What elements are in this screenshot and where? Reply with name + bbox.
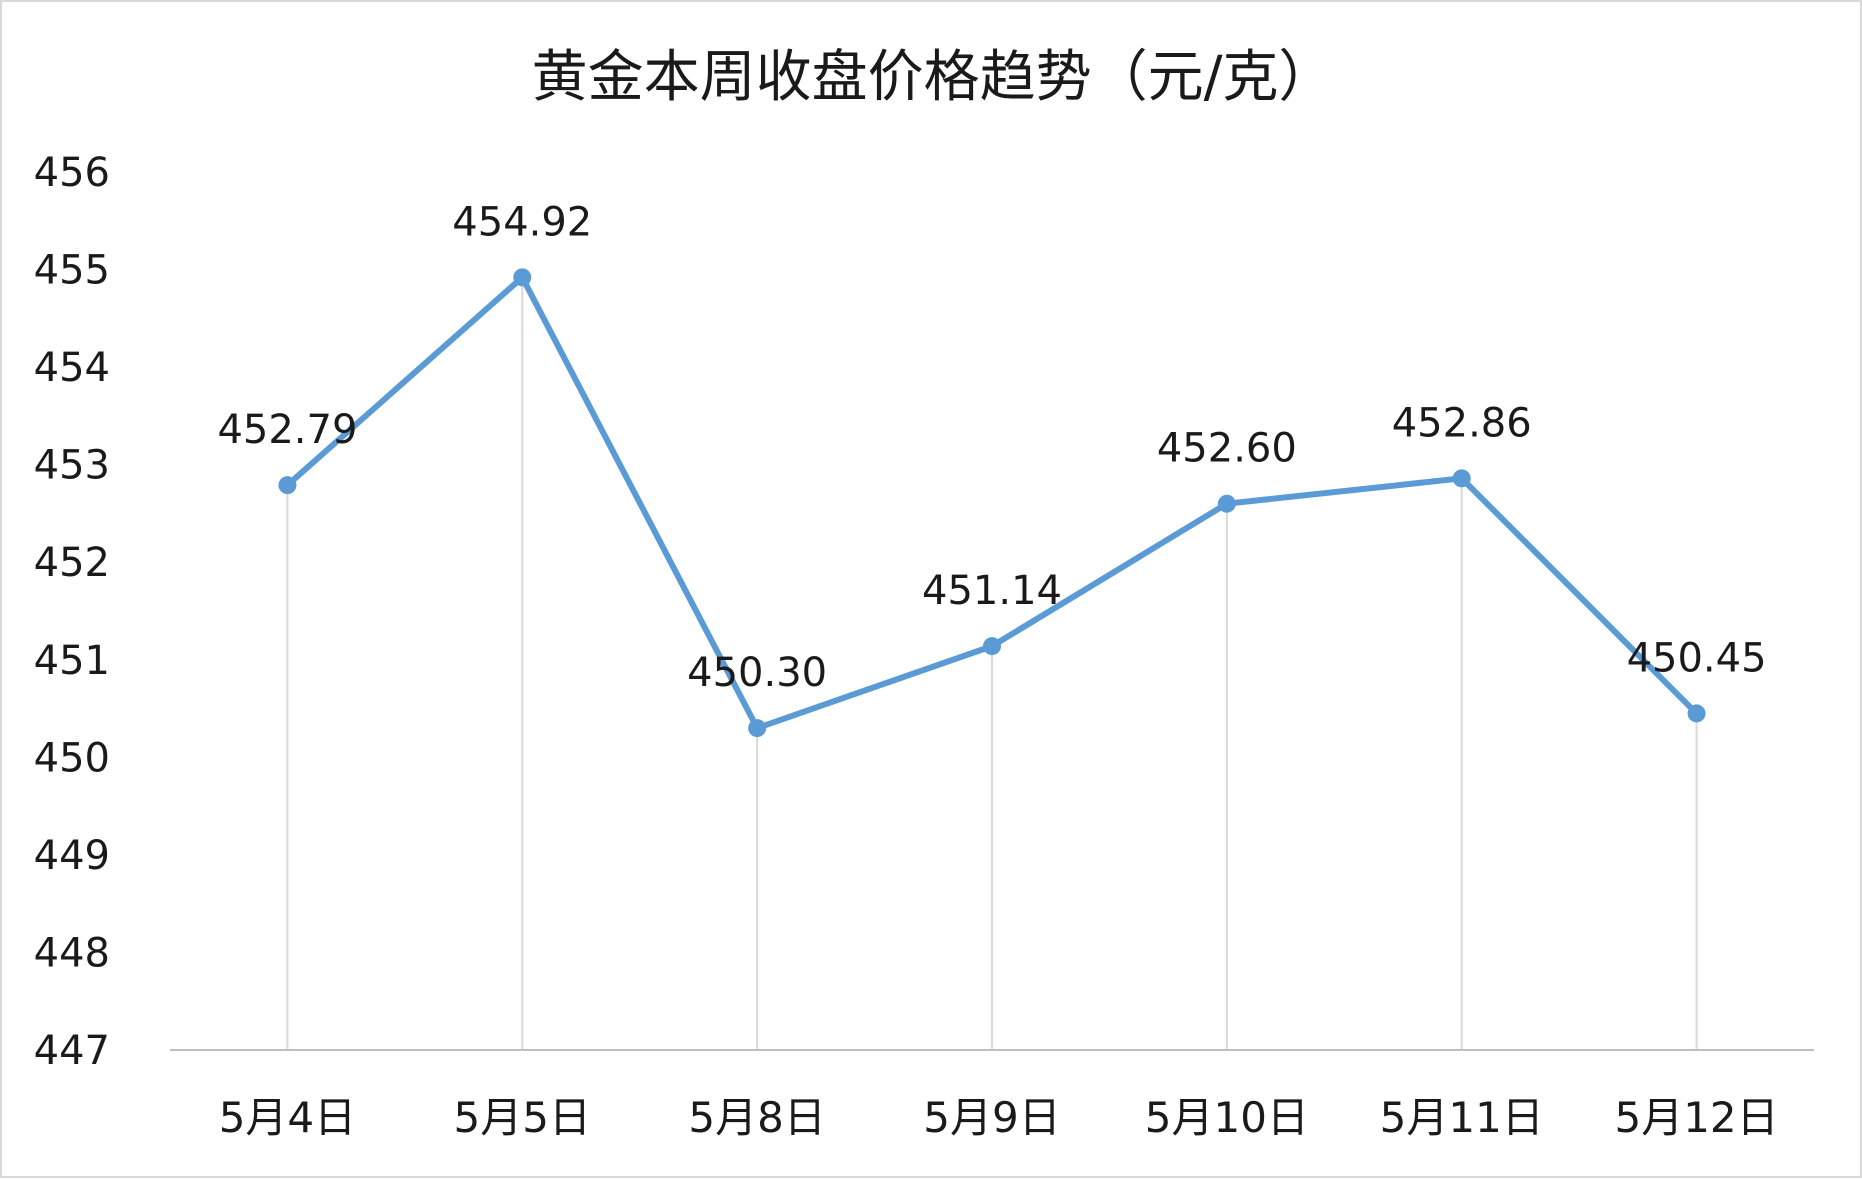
y-tick-label: 449 <box>34 833 110 879</box>
data-point <box>748 719 767 738</box>
y-tick-label: 455 <box>34 248 110 294</box>
y-tick-label: 451 <box>34 638 110 684</box>
data-point <box>1687 704 1706 723</box>
data-point <box>513 268 532 287</box>
data-label: 454.92 <box>452 199 592 245</box>
y-tick-label: 453 <box>34 443 110 489</box>
x-tick-label: 5月11日 <box>1380 1093 1544 1142</box>
x-tick-label: 5月8日 <box>688 1093 825 1142</box>
y-tick-label: 447 <box>34 1028 110 1074</box>
data-point <box>983 637 1001 656</box>
data-point <box>1452 469 1471 488</box>
y-axis-ticks: 447 448 449 450 451 452 453 454 455 456 <box>34 150 110 1074</box>
data-label: 450.30 <box>687 650 827 696</box>
x-tick-label: 5月10日 <box>1145 1093 1309 1142</box>
data-label: 451.14 <box>922 568 1062 614</box>
data-label: 452.60 <box>1157 426 1297 472</box>
y-tick-label: 454 <box>34 345 110 391</box>
y-tick-label: 452 <box>34 540 110 586</box>
x-axis-ticks: 5月4日 5月5日 5月8日 5月9日 5月10日 5月11日 5月12日 <box>219 1093 1779 1142</box>
y-tick-label: 448 <box>34 930 110 976</box>
data-point <box>278 476 297 495</box>
data-label: 450.45 <box>1627 635 1767 681</box>
data-labels: 452.79 454.92 450.30 451.14 452.60 452.86 450.… <box>217 199 1766 696</box>
data-label: 452.86 <box>1392 400 1532 446</box>
data-label: 452.79 <box>217 407 357 453</box>
x-tick-label: 5月4日 <box>219 1093 356 1142</box>
y-tick-label: 450 <box>34 735 110 781</box>
y-tick-label: 456 <box>34 150 110 196</box>
x-tick-label: 5月12日 <box>1614 1093 1778 1142</box>
series-markers <box>278 268 1706 738</box>
x-tick-label: 5月9日 <box>923 1093 1060 1142</box>
x-tick-label: 5月5日 <box>454 1093 591 1142</box>
drop-lines <box>286 277 1698 1050</box>
chart-title: 黄金本周收盘价格趋势（元/克） <box>532 45 1335 110</box>
data-point <box>1217 494 1236 513</box>
